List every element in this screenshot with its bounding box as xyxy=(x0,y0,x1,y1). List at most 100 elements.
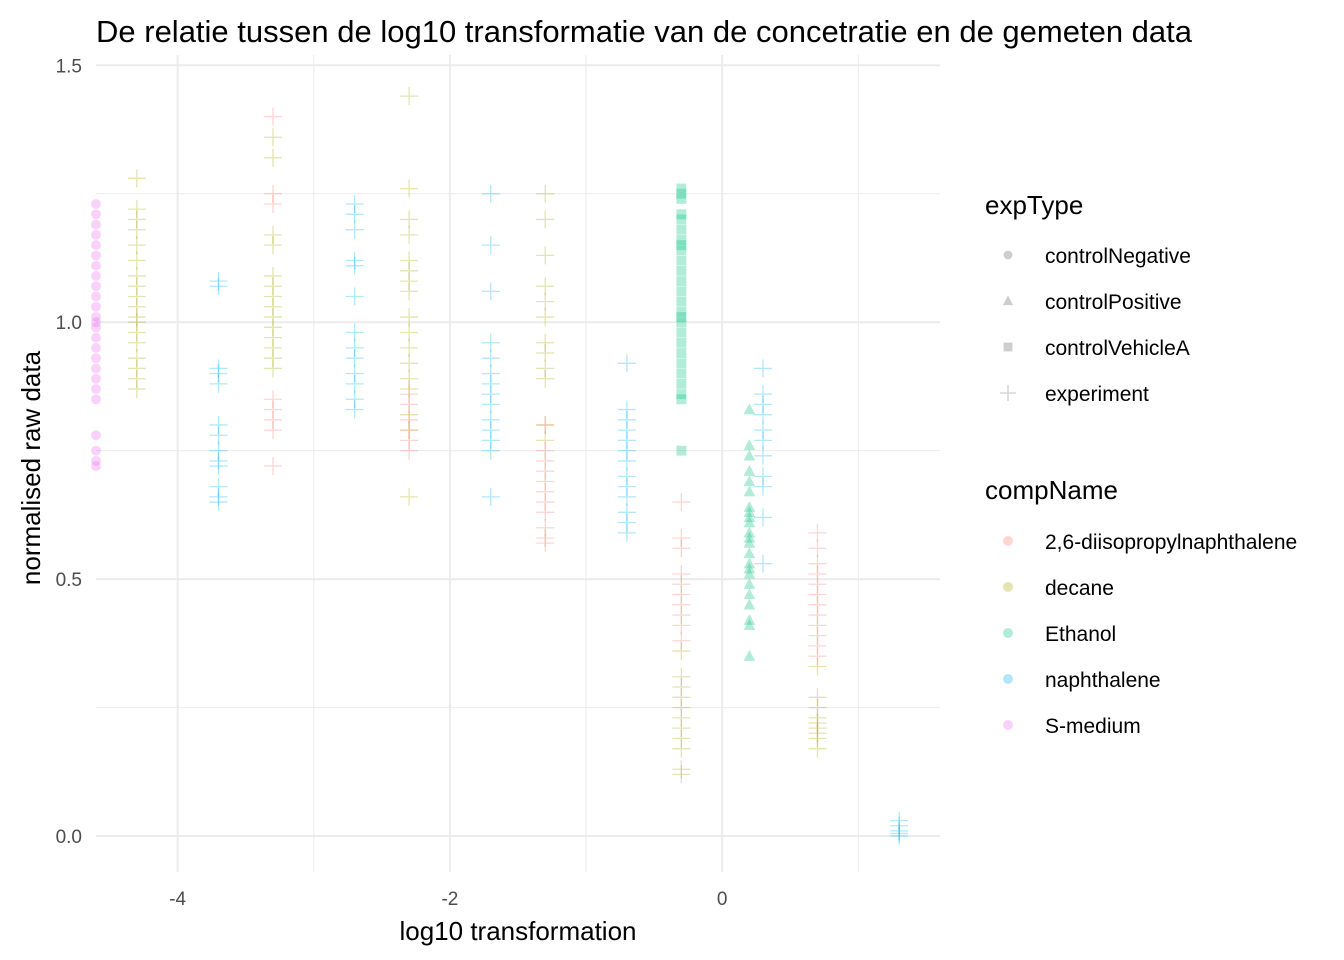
data-point xyxy=(676,235,687,245)
data-point xyxy=(400,338,419,357)
data-point xyxy=(481,349,500,368)
data-point xyxy=(808,554,827,573)
data-point xyxy=(743,598,756,610)
data-point xyxy=(127,200,146,219)
data-point xyxy=(345,195,364,214)
data-point xyxy=(743,578,756,589)
data-point xyxy=(743,562,756,574)
data-point xyxy=(127,169,146,188)
data-point xyxy=(345,400,364,419)
data-point xyxy=(676,265,687,276)
data-point xyxy=(91,430,101,441)
data-point xyxy=(676,188,687,199)
data-point xyxy=(345,349,364,368)
data-point xyxy=(536,210,555,229)
data-point xyxy=(345,256,364,275)
data-points xyxy=(91,87,909,846)
x-tick-label: -2 xyxy=(441,889,458,910)
data-point xyxy=(263,148,282,167)
data-point xyxy=(345,338,364,357)
data-point xyxy=(263,318,282,337)
data-point xyxy=(672,575,691,594)
data-point xyxy=(400,251,419,270)
data-point xyxy=(676,368,687,379)
data-point xyxy=(209,277,228,296)
data-point xyxy=(400,282,419,301)
data-point xyxy=(481,385,500,404)
data-point xyxy=(91,384,101,394)
data-point xyxy=(676,255,687,266)
legend-exptype-label: experiment xyxy=(1045,383,1149,406)
data-point xyxy=(672,719,691,738)
legend-compname-title: compName xyxy=(985,475,1118,505)
data-point xyxy=(400,225,419,244)
legend-compname-label: S-medium xyxy=(1045,715,1141,738)
data-point xyxy=(263,359,282,378)
data-point xyxy=(481,395,500,414)
data-point xyxy=(91,270,101,281)
data-point xyxy=(263,421,282,440)
data-point xyxy=(808,647,827,666)
data-point xyxy=(536,482,555,501)
data-point xyxy=(400,323,419,342)
data-point xyxy=(400,405,419,424)
data-point xyxy=(127,297,146,316)
data-point xyxy=(127,308,146,327)
data-point xyxy=(536,441,555,460)
data-point xyxy=(400,487,419,506)
data-point xyxy=(91,445,101,456)
data-point xyxy=(743,449,756,461)
data-point xyxy=(672,595,691,614)
data-point xyxy=(672,678,691,697)
legend-exptype-title: expType xyxy=(985,190,1083,220)
data-point xyxy=(676,245,687,256)
data-point xyxy=(400,179,419,198)
data-point xyxy=(209,272,228,291)
data-point xyxy=(617,451,636,470)
data-point xyxy=(263,266,282,285)
data-point xyxy=(536,184,555,203)
data-point xyxy=(743,536,756,548)
data-point xyxy=(617,421,636,440)
data-point xyxy=(400,379,419,398)
legend-compname-label: Ethanol xyxy=(1045,623,1116,646)
data-point xyxy=(676,389,687,400)
data-point xyxy=(91,342,101,353)
legend-exptype-key xyxy=(1002,295,1014,306)
y-axis-title: normalised raw data xyxy=(16,350,46,585)
legend-exptype-label: controlNegative xyxy=(1045,245,1191,268)
data-point xyxy=(91,209,101,220)
data-point xyxy=(536,503,555,522)
legend-compname-key xyxy=(1003,674,1013,684)
data-point xyxy=(676,348,687,358)
y-tick-label: 1.0 xyxy=(56,313,82,334)
legend-compname-entry: decane xyxy=(1003,577,1114,600)
data-point xyxy=(209,493,228,512)
data-point xyxy=(345,220,364,239)
data-point xyxy=(400,395,419,414)
data-point xyxy=(672,729,691,748)
data-point xyxy=(676,240,687,251)
data-point xyxy=(676,183,687,194)
data-point xyxy=(263,400,282,419)
data-point xyxy=(536,308,555,327)
data-point xyxy=(127,313,146,332)
data-point xyxy=(127,210,146,229)
chart-title: De relatie tussen de log10 transformatie… xyxy=(96,14,1193,49)
data-point xyxy=(536,518,555,537)
legend-exptype-key xyxy=(1003,342,1013,352)
data-point xyxy=(536,534,555,553)
legend-compname-entry: 2,6-diisopropylnaphthalene xyxy=(1003,531,1297,554)
data-point xyxy=(672,606,691,625)
y-tick-label: 0.5 xyxy=(56,570,82,591)
legend-compname-entry: naphthalene xyxy=(1003,669,1161,692)
legend-exptype-label: controlPositive xyxy=(1045,291,1182,314)
data-point xyxy=(754,508,773,527)
data-point xyxy=(263,349,282,368)
data-point xyxy=(808,606,827,625)
data-point xyxy=(536,472,555,491)
legend-compname-entry: Ethanol xyxy=(1003,623,1116,646)
data-point xyxy=(481,441,500,460)
gridlines xyxy=(96,55,940,872)
